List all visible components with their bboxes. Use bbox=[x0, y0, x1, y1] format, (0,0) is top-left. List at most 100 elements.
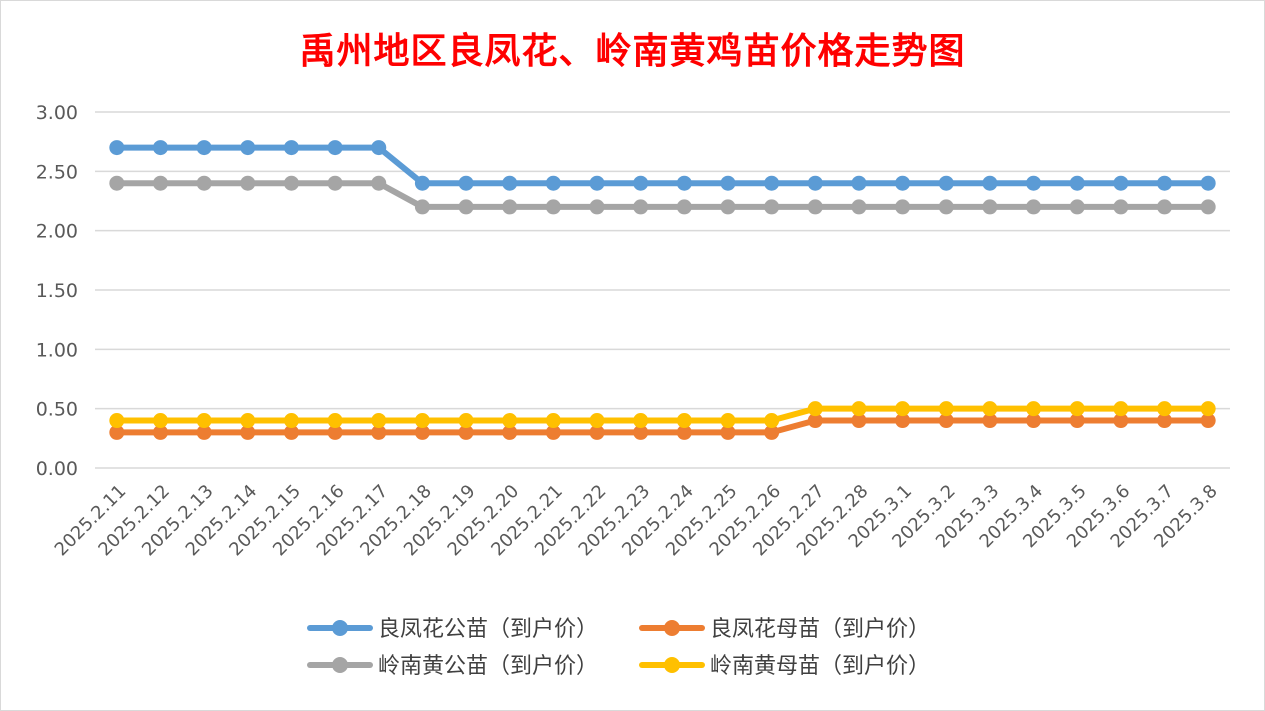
y-axis: 0.00 0.50 1.00 1.50 2.00 2.50 3.00 bbox=[36, 102, 78, 480]
data-point bbox=[283, 413, 299, 429]
data-point bbox=[458, 413, 474, 429]
data-point bbox=[1200, 413, 1216, 429]
data-point bbox=[807, 413, 823, 429]
y-tick-label: 0.50 bbox=[36, 399, 78, 421]
data-point bbox=[371, 413, 387, 429]
data-point bbox=[589, 199, 605, 215]
data-point bbox=[589, 175, 605, 191]
x-axis: 2025.2.112025.2.122025.2.132025.2.142025… bbox=[51, 481, 1222, 561]
chart-title: 禹州地区良凤花、岭南黄鸡苗价格走势图 bbox=[299, 30, 966, 72]
legend-swatch-marker bbox=[664, 620, 680, 636]
series-3 bbox=[109, 401, 1216, 429]
data-point bbox=[109, 424, 125, 440]
data-point bbox=[502, 413, 518, 429]
legend-label: 良凤花公苗（到户价） bbox=[378, 617, 598, 642]
data-point bbox=[720, 413, 736, 429]
data-point bbox=[502, 424, 518, 440]
data-point bbox=[371, 424, 387, 440]
data-point bbox=[1113, 401, 1129, 417]
data-point bbox=[938, 199, 954, 215]
data-point bbox=[1069, 413, 1085, 429]
data-point bbox=[1157, 175, 1173, 191]
data-point bbox=[458, 175, 474, 191]
data-point bbox=[589, 413, 605, 429]
data-point bbox=[1026, 199, 1042, 215]
data-point bbox=[895, 401, 911, 417]
data-point bbox=[414, 175, 430, 191]
data-point bbox=[414, 199, 430, 215]
data-point bbox=[327, 175, 343, 191]
data-point bbox=[414, 413, 430, 429]
series-0 bbox=[109, 140, 1216, 191]
data-point bbox=[764, 175, 780, 191]
data-point bbox=[545, 199, 561, 215]
legend-swatch-marker bbox=[332, 657, 348, 673]
data-point bbox=[676, 413, 692, 429]
data-point bbox=[152, 413, 168, 429]
data-point bbox=[633, 424, 649, 440]
data-point bbox=[327, 413, 343, 429]
data-point bbox=[633, 199, 649, 215]
data-point bbox=[152, 140, 168, 156]
data-point bbox=[807, 175, 823, 191]
data-point bbox=[1157, 413, 1173, 429]
data-point bbox=[982, 401, 998, 417]
data-point bbox=[196, 413, 212, 429]
data-point bbox=[458, 424, 474, 440]
data-point bbox=[851, 413, 867, 429]
data-point bbox=[327, 140, 343, 156]
series-line bbox=[113, 144, 1212, 187]
data-point bbox=[895, 199, 911, 215]
data-point bbox=[283, 424, 299, 440]
data-point bbox=[240, 140, 256, 156]
legend-item: 岭南黄母苗（到户价） bbox=[639, 654, 930, 679]
data-point bbox=[676, 175, 692, 191]
data-point bbox=[502, 175, 518, 191]
data-point bbox=[283, 175, 299, 191]
data-point bbox=[589, 424, 605, 440]
data-point bbox=[1069, 401, 1085, 417]
data-point bbox=[1026, 413, 1042, 429]
data-point bbox=[764, 413, 780, 429]
data-point bbox=[1113, 199, 1129, 215]
data-point bbox=[152, 175, 168, 191]
y-tick-label: 2.50 bbox=[36, 161, 78, 183]
y-tick-label: 1.50 bbox=[36, 280, 78, 302]
data-point bbox=[458, 199, 474, 215]
data-point bbox=[545, 413, 561, 429]
data-point bbox=[720, 424, 736, 440]
data-point bbox=[1026, 401, 1042, 417]
data-point bbox=[938, 413, 954, 429]
data-point bbox=[982, 413, 998, 429]
data-point bbox=[545, 175, 561, 191]
data-point bbox=[1200, 401, 1216, 417]
data-point bbox=[1157, 401, 1173, 417]
data-point bbox=[545, 424, 561, 440]
data-point bbox=[676, 424, 692, 440]
gridlines bbox=[95, 111, 1230, 469]
data-point bbox=[240, 413, 256, 429]
series-layer bbox=[109, 140, 1216, 440]
data-point bbox=[414, 424, 430, 440]
data-point bbox=[1069, 199, 1085, 215]
data-point bbox=[633, 175, 649, 191]
y-tick-label: 1.00 bbox=[36, 339, 78, 361]
data-point bbox=[764, 199, 780, 215]
data-point bbox=[982, 199, 998, 215]
legend-label: 岭南黄公苗（到户价） bbox=[378, 654, 598, 679]
data-point bbox=[327, 424, 343, 440]
data-point bbox=[1113, 175, 1129, 191]
legend-label: 岭南黄母苗（到户价） bbox=[710, 654, 930, 679]
data-point bbox=[807, 401, 823, 417]
data-point bbox=[109, 175, 125, 191]
data-point bbox=[196, 140, 212, 156]
data-point bbox=[371, 175, 387, 191]
data-point bbox=[1026, 175, 1042, 191]
data-point bbox=[1069, 175, 1085, 191]
series-1 bbox=[109, 413, 1216, 440]
data-point bbox=[1157, 199, 1173, 215]
data-point bbox=[720, 175, 736, 191]
data-point bbox=[764, 424, 780, 440]
legend-swatch-marker bbox=[332, 620, 348, 636]
